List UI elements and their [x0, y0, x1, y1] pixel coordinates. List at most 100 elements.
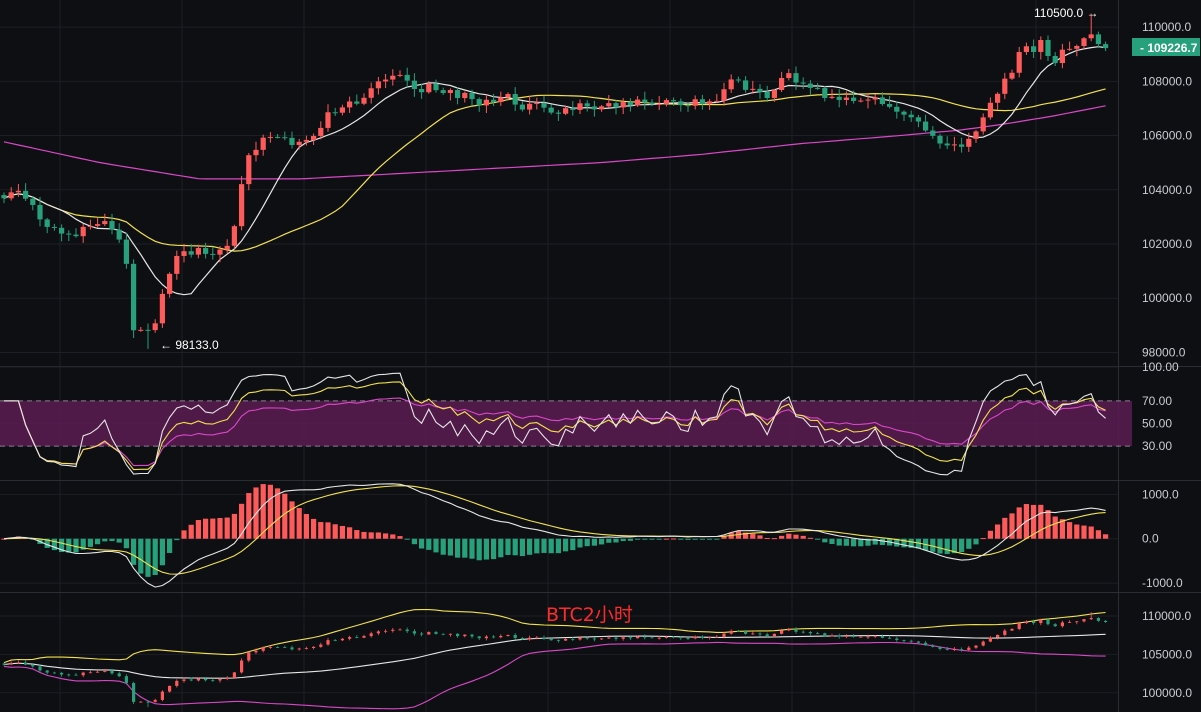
macd-bar	[865, 538, 871, 546]
mini-candle	[1032, 619, 1036, 625]
mini-candle	[513, 633, 517, 640]
candle	[714, 93, 720, 103]
price-tick-label: 102000.0	[1142, 237, 1192, 251]
candle	[807, 80, 813, 96]
macd-panel[interactable]: 1000.0 0.0 -1000.0	[1, 483, 1183, 590]
macd-bar	[318, 522, 324, 539]
candle	[728, 74, 734, 93]
rsi-panel[interactable]: 100.00 70.00 50.00 30.00	[0, 360, 1179, 476]
candle	[318, 121, 324, 140]
mini-candle	[81, 671, 85, 678]
candle	[512, 87, 518, 112]
macd-bar	[685, 538, 691, 540]
mini-candle	[326, 637, 330, 646]
candle	[1, 192, 7, 204]
macd-bar	[951, 538, 957, 554]
last-price-background	[1132, 38, 1200, 56]
mini-candle	[247, 651, 251, 663]
candle	[354, 94, 360, 106]
macd-bar	[1009, 513, 1015, 539]
mini-candle	[9, 661, 13, 666]
candle	[210, 246, 216, 260]
candle	[138, 326, 144, 332]
mini-candle	[679, 636, 683, 640]
candle	[1081, 37, 1087, 50]
macd-bar	[411, 538, 417, 545]
rsi-fast-path	[4, 372, 1106, 476]
mini-candle	[859, 636, 863, 638]
macd-bar	[239, 503, 245, 539]
mini-candle	[456, 633, 460, 638]
mini-candle	[153, 698, 157, 703]
macd-bar	[1059, 519, 1065, 539]
candle	[30, 196, 36, 211]
macd-bar	[404, 538, 410, 540]
macd-bar	[102, 538, 108, 542]
macd-bar	[1095, 530, 1101, 539]
candle	[203, 242, 209, 259]
macd-bar	[80, 538, 86, 550]
mini-mid-band	[3, 633, 1106, 679]
macd-bar	[1045, 510, 1051, 539]
candle	[145, 323, 151, 349]
candle	[829, 89, 835, 100]
mini-price-panel[interactable]: 110000.0 105000.0 100000.0 BTC2小时	[2, 604, 1192, 710]
candle	[735, 76, 741, 83]
mini-candle	[751, 631, 755, 635]
candle	[8, 187, 14, 201]
candle	[973, 130, 979, 143]
mini-candle	[952, 647, 956, 652]
price-panel[interactable]: 110000.0 108000.0 106000.0 104000.0 102000.0…	[1, 6, 1200, 359]
macd-axis: 1000.0 0.0 -1000.0	[1142, 487, 1183, 590]
macd-bar	[210, 518, 216, 539]
macd-bar	[469, 538, 475, 559]
candle	[1095, 31, 1101, 48]
mini-candle	[261, 646, 265, 653]
candle	[635, 96, 641, 107]
mini-candle	[362, 634, 366, 639]
candle	[195, 244, 201, 259]
rsi-tick-label: 70.00	[1142, 394, 1172, 408]
macd-bar	[246, 493, 252, 539]
mini-candle	[398, 628, 402, 631]
candle	[152, 319, 158, 333]
macd-bar	[59, 538, 65, 553]
high-price-label: 110500.0 →	[1034, 6, 1099, 20]
macd-bar	[87, 538, 93, 547]
macd-bar	[224, 517, 230, 539]
macd-bar	[627, 538, 633, 541]
candle	[462, 91, 468, 103]
price-tick-label: 104000.0	[1142, 183, 1192, 197]
candle	[678, 98, 684, 112]
candle	[246, 153, 252, 191]
mini-candlestick-series	[2, 612, 1108, 708]
macd-bar	[1088, 526, 1094, 539]
mini-candle	[160, 690, 164, 702]
macd-bar	[311, 518, 317, 539]
mini-candle	[744, 629, 748, 635]
rsi-slow-path	[4, 397, 1106, 467]
macd-bar	[498, 538, 504, 558]
mini-candle	[2, 662, 6, 666]
macd-bar	[973, 538, 979, 545]
macd-bar	[44, 538, 50, 548]
candle	[375, 76, 381, 95]
mini-candle	[614, 636, 618, 641]
candle	[1059, 43, 1065, 69]
candle	[966, 132, 972, 152]
macd-bar	[505, 538, 511, 555]
macd-bar	[339, 525, 345, 539]
macd-bar	[872, 538, 878, 545]
mini-candle	[758, 632, 762, 637]
last-price-tag: - 109226.7	[1132, 38, 1200, 56]
mini-candle	[772, 633, 776, 638]
candle	[447, 88, 453, 101]
mini-candle	[722, 631, 726, 639]
macd-bar	[181, 530, 187, 539]
mini-candle	[909, 639, 913, 643]
macd-bar	[188, 524, 194, 539]
macd-bar	[908, 538, 914, 548]
mini-candle	[1039, 618, 1043, 626]
